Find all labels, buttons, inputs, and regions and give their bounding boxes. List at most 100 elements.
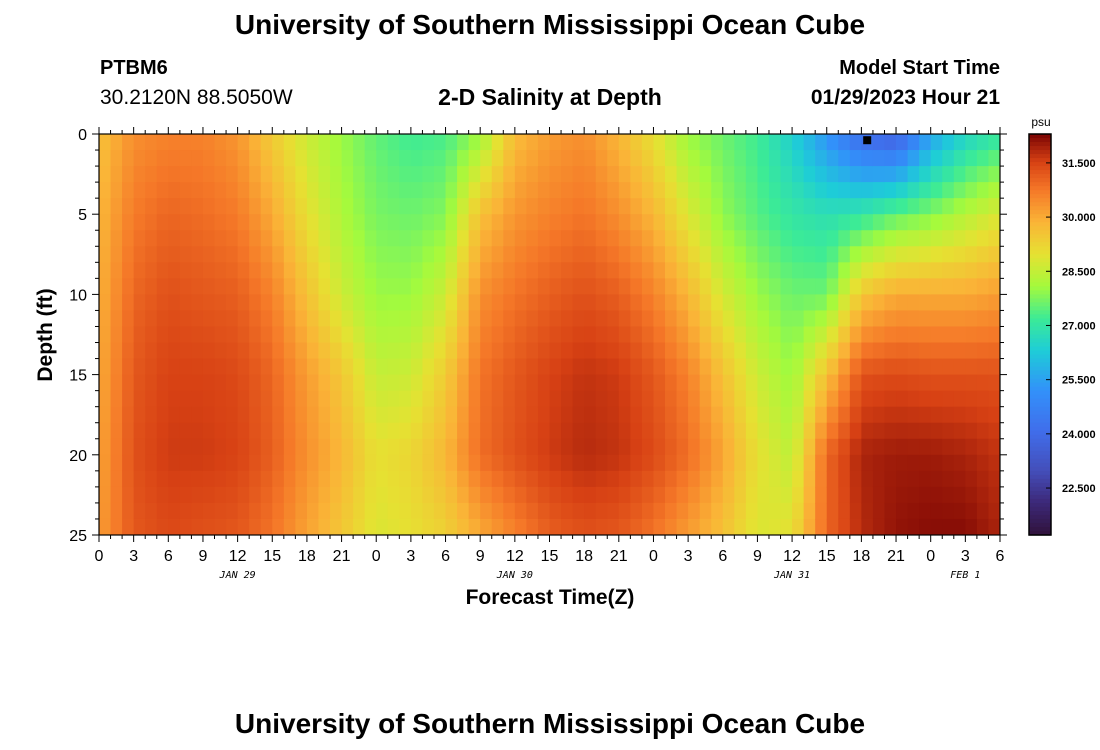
heatmap-cell	[156, 342, 169, 360]
heatmap-cell	[803, 518, 816, 535]
heatmap-cell	[491, 278, 504, 295]
heatmap-cell	[179, 310, 193, 328]
heatmap-cell	[318, 470, 331, 488]
heatmap-cell	[376, 406, 389, 424]
heatmap-cell	[202, 422, 216, 440]
heatmap-cell	[387, 486, 400, 504]
heatmap-cell	[630, 358, 643, 376]
heatmap-cell	[122, 326, 135, 344]
y-tick-label: 0	[78, 127, 87, 144]
heatmap-cell	[942, 406, 955, 424]
heatmap-cell	[803, 294, 816, 312]
heatmap-cell	[214, 294, 227, 312]
heatmap-cell	[387, 438, 400, 456]
heatmap-cell	[318, 294, 331, 312]
heatmap-cell	[792, 310, 805, 328]
heatmap-cell	[341, 358, 354, 376]
heatmap-cell	[110, 454, 123, 472]
heatmap-cell	[179, 438, 193, 456]
heatmap-cell	[896, 390, 909, 408]
heatmap-cell	[780, 166, 793, 183]
heatmap-cell	[653, 214, 666, 231]
heatmap-cell	[295, 214, 308, 231]
heatmap-cell	[711, 278, 724, 295]
heatmap-cell	[711, 470, 724, 488]
heatmap-cell	[376, 374, 389, 392]
heatmap-cell	[133, 358, 146, 376]
heatmap-cell	[815, 438, 828, 456]
heatmap-cell	[584, 214, 597, 231]
heatmap-cell	[122, 470, 135, 488]
heatmap-cell	[826, 278, 839, 295]
heatmap-cell	[561, 518, 574, 535]
heatmap-cell	[145, 278, 158, 295]
colorbar-segment	[1029, 366, 1051, 372]
heatmap-cell	[988, 262, 1000, 279]
heatmap-cell	[896, 214, 909, 231]
heatmap-cell	[607, 454, 620, 472]
heatmap-cell	[168, 342, 181, 360]
heatmap-cell	[734, 518, 747, 535]
heatmap-cell	[734, 294, 747, 312]
heatmap-cell	[815, 390, 828, 408]
heatmap-cell	[757, 518, 770, 535]
heatmap-cell	[861, 262, 874, 279]
heatmap-cell	[249, 326, 262, 344]
colorbar-segment	[1029, 486, 1051, 492]
heatmap-cell	[953, 502, 966, 520]
heatmap-cell	[191, 326, 204, 344]
heatmap-cell	[272, 294, 285, 312]
heatmap-cell	[896, 406, 909, 424]
heatmap-cell	[815, 502, 828, 520]
heatmap-cell	[942, 486, 955, 504]
heatmap-cell	[537, 294, 551, 312]
heatmap-cell	[433, 486, 447, 504]
heatmap-cell	[584, 502, 597, 520]
heatmap-cell	[260, 438, 273, 456]
heatmap-cell	[676, 374, 689, 392]
heatmap-cell	[318, 438, 331, 456]
heatmap-cell	[237, 230, 250, 247]
colorbar-tick-label: 28.500	[1062, 266, 1096, 278]
colorbar-segment	[1029, 394, 1051, 400]
heatmap-cell	[191, 374, 204, 392]
heatmap-cell	[722, 182, 735, 199]
heatmap-cell	[722, 406, 735, 424]
heatmap-cell	[226, 150, 239, 167]
heatmap-cell	[768, 358, 782, 376]
colorbar-tick-label: 24.000	[1062, 429, 1096, 441]
heatmap-cell	[907, 470, 920, 488]
heatmap-cell	[641, 502, 655, 520]
heatmap-cell	[376, 262, 389, 279]
heatmap-cell	[884, 358, 897, 376]
x-tick-label: 9	[476, 548, 485, 565]
heatmap-cell	[595, 150, 608, 167]
heatmap-cell	[526, 486, 539, 504]
colorbar-segment	[1029, 162, 1051, 167]
heatmap-cell	[734, 326, 747, 344]
heatmap-cell	[699, 262, 712, 279]
heatmap-cell	[676, 150, 689, 167]
heatmap-cell	[122, 150, 135, 167]
heatmap-cell	[665, 134, 678, 151]
heatmap-cell	[711, 454, 724, 472]
heatmap-cell	[641, 278, 655, 295]
heatmap-cell	[387, 294, 400, 312]
heatmap-cell	[688, 438, 701, 456]
heatmap-cell	[99, 454, 112, 472]
heatmap-cell	[341, 518, 354, 535]
heatmap-cell	[491, 486, 504, 504]
station-id: PTBM6	[100, 57, 168, 79]
heatmap-cell	[953, 310, 966, 328]
heatmap-cell	[803, 374, 816, 392]
heatmap-cell	[872, 230, 886, 247]
colorbar-segment	[1029, 502, 1051, 508]
heatmap-cell	[572, 294, 585, 312]
heatmap-cell	[249, 470, 262, 488]
heatmap-cell	[884, 390, 897, 408]
heatmap-cell	[919, 390, 932, 408]
heatmap-cell	[792, 406, 805, 424]
heatmap-cell	[572, 470, 585, 488]
heatmap-cell	[919, 198, 932, 215]
heatmap-cell	[122, 454, 135, 472]
